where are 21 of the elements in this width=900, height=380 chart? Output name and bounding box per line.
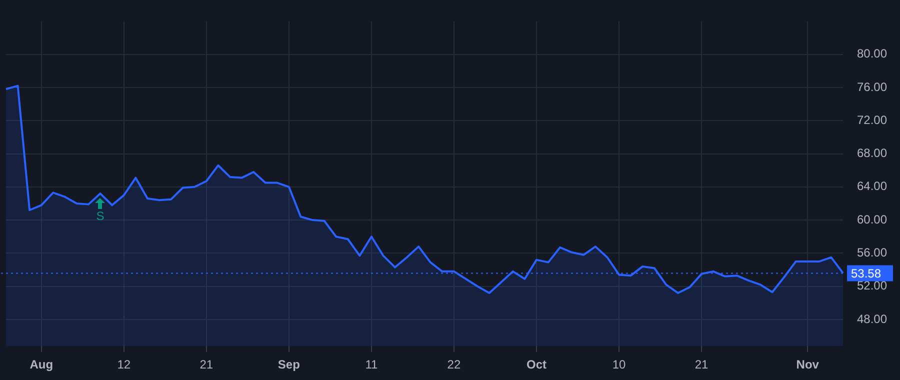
x-tick-label: 11	[365, 358, 378, 372]
y-tick-label: 80.00	[857, 46, 888, 61]
x-tick-label: Aug	[30, 358, 54, 372]
x-tick-label: 21	[200, 358, 214, 372]
ref-line-label: 53.58	[851, 266, 882, 281]
x-tick-label: 21	[694, 358, 709, 372]
y-tick-label: 76.00	[857, 80, 888, 94]
y-tick-label: 56.00	[857, 246, 888, 260]
x-tick-label: Nov	[796, 358, 820, 372]
y-tick-label: 52.00	[857, 278, 888, 293]
x-tick-label: 22	[447, 358, 461, 372]
x-tick-label: Sep	[278, 358, 300, 372]
x-tick-label: 10	[612, 358, 626, 372]
y-tick-label: 48.00	[857, 312, 888, 326]
y-tick-label: 68.00	[857, 146, 888, 160]
x-tick-label: 12	[117, 358, 131, 372]
y-tick-label: 60.00	[857, 212, 888, 226]
annotation: S	[96, 208, 104, 223]
y-tick-label: 64.00	[857, 179, 888, 194]
x-tick-label: Oct	[526, 358, 546, 372]
y-tick-label: 72.00	[857, 112, 888, 127]
